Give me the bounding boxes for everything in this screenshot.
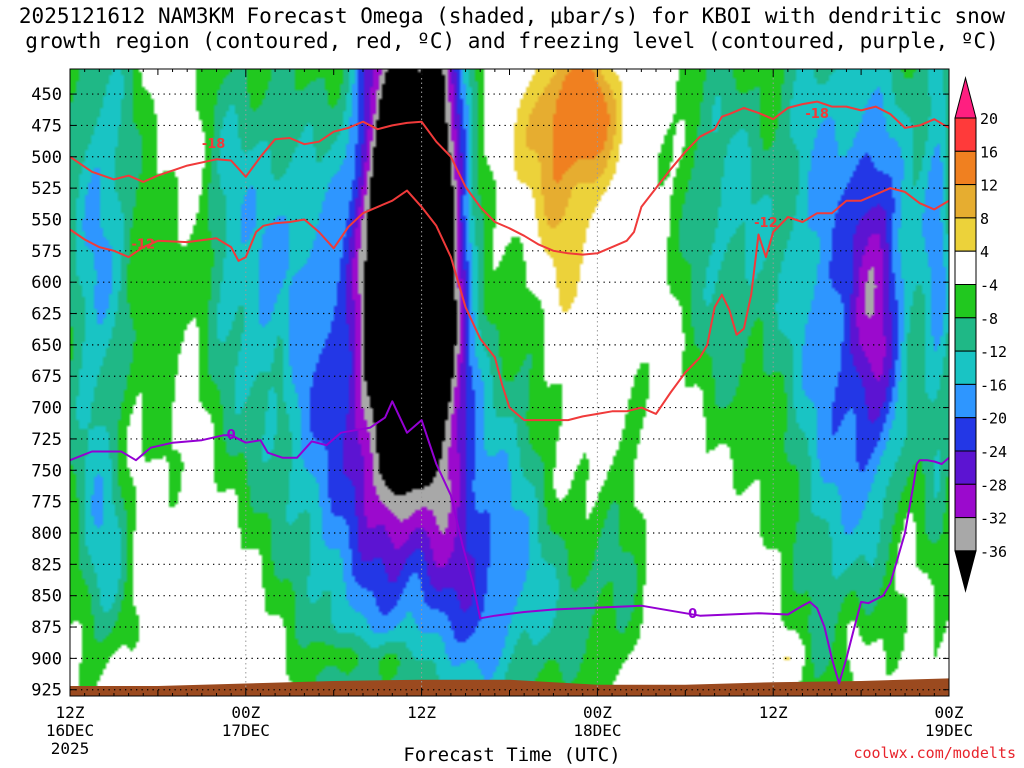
x-tick-label: 12Z xyxy=(407,703,436,722)
omega-heatmap xyxy=(70,69,949,696)
x-tick-year: 2025 xyxy=(51,739,90,758)
contour-label: -18 xyxy=(202,137,226,152)
y-tick-label: 625 xyxy=(31,305,62,325)
y-tick-label: 500 xyxy=(31,148,62,168)
chart-title-line-2: growth region (contoured, red, ºC) and f… xyxy=(25,29,999,53)
colorbar-box xyxy=(954,250,977,285)
y-tick-label: 525 xyxy=(31,179,62,199)
y-tick-label: 450 xyxy=(31,85,62,105)
colorbar-label: 4 xyxy=(980,243,989,261)
y-tick-label: 750 xyxy=(31,461,62,481)
y-tick-label: 675 xyxy=(31,367,62,387)
colorbar-box xyxy=(954,117,977,152)
y-tick-label: 825 xyxy=(31,555,62,575)
x-tick-label: 00Z xyxy=(583,703,612,722)
colorbar-box xyxy=(954,517,977,552)
contour-label: -18 xyxy=(805,107,829,122)
colorbar-box xyxy=(954,450,977,485)
contour-label: 0 xyxy=(688,607,697,622)
x-tick-label: 00Z xyxy=(935,703,964,722)
colorbar-box xyxy=(954,383,977,419)
x-tick-date: 19DEC xyxy=(925,721,973,740)
y-tick-label: 800 xyxy=(31,524,62,544)
contour-dgz-12-1 xyxy=(70,187,949,422)
colorbar-label: -36 xyxy=(980,543,1007,561)
contour-label: 0 xyxy=(227,428,236,443)
y-tick-label: 700 xyxy=(31,399,62,419)
terrain-band xyxy=(70,678,949,696)
x-tick-date: 16DEC xyxy=(46,721,94,740)
y-tick-label: 725 xyxy=(31,430,62,450)
colorbar-label: -28 xyxy=(980,476,1007,494)
contour-label: -12 xyxy=(132,237,156,252)
colorbar-label: -32 xyxy=(980,510,1007,528)
x-tick-label: 12Z xyxy=(56,703,85,722)
chart-title-line-1: 2025121612 NAM3KM Forecast Omega (shaded… xyxy=(18,4,1006,28)
contour-freezing-level-2 xyxy=(70,400,949,685)
y-tick-label: 475 xyxy=(31,116,62,136)
colorbar-box xyxy=(954,483,977,519)
colorbar-box xyxy=(954,317,977,352)
colorbar-box xyxy=(954,217,977,252)
colorbar-box xyxy=(954,150,977,186)
y-tick-label: 925 xyxy=(31,681,62,701)
x-tick-date: 17DEC xyxy=(222,721,270,740)
x-axis-title: Forecast Time (UTC) xyxy=(403,744,621,766)
y-tick-label: 600 xyxy=(31,273,62,293)
colorbar-box xyxy=(954,184,977,219)
colorbar-label: 16 xyxy=(980,143,998,161)
contour-label: -12 xyxy=(754,216,778,231)
y-tick-label: 550 xyxy=(31,210,62,230)
colorbar-label: 8 xyxy=(980,210,989,228)
colorbar-bottom-arrow xyxy=(954,550,977,593)
colorbar-box xyxy=(954,417,977,452)
colorbar-box xyxy=(954,350,977,385)
colorbar-label: 20 xyxy=(980,110,998,128)
colorbar-label: -4 xyxy=(980,277,998,295)
colorbar-label: -20 xyxy=(980,410,1007,428)
y-tick-label: 775 xyxy=(31,493,62,513)
y-tick-label: 575 xyxy=(31,242,62,262)
colorbar-label: 12 xyxy=(980,177,998,195)
x-tick-label: 12Z xyxy=(759,703,788,722)
colorbar-label: -12 xyxy=(980,343,1007,361)
colorbar-top-arrow xyxy=(954,76,977,119)
credit-link[interactable]: coolwx.com/modelts xyxy=(853,744,1016,762)
colorbar-label: -8 xyxy=(980,310,998,328)
y-tick-label: 850 xyxy=(31,587,62,607)
colorbar-label: -24 xyxy=(980,443,1007,461)
x-tick-date: 18DEC xyxy=(573,721,621,740)
y-tick-label: 650 xyxy=(31,336,62,356)
y-tick-label: 900 xyxy=(31,649,62,669)
chart-title: 2025121612 NAM3KM Forecast Omega (shaded… xyxy=(0,4,1024,54)
y-tick-label: 875 xyxy=(31,618,62,638)
colorbar-box xyxy=(954,284,977,319)
x-tick-label: 00Z xyxy=(231,703,260,722)
contour-dgz-18-0 xyxy=(70,100,949,256)
colorbar-label: -16 xyxy=(980,376,1007,394)
